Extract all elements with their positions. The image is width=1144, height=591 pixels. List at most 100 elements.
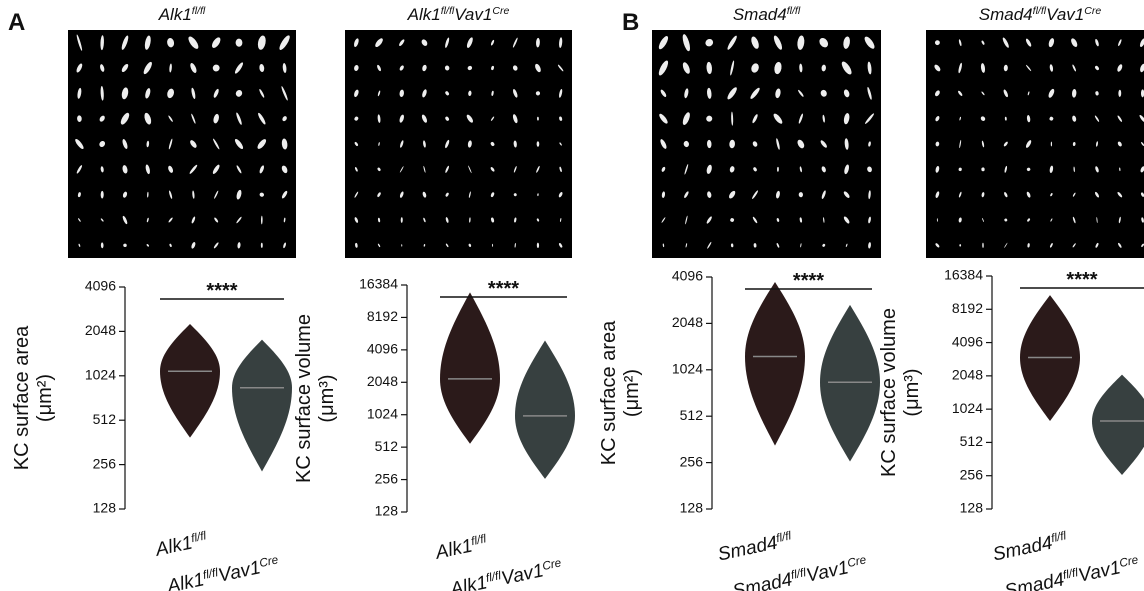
cell-thumbnail — [1072, 216, 1076, 224]
cell-thumbnail — [282, 116, 287, 122]
cell-thumbnail — [1139, 114, 1144, 123]
cell-thumbnail — [491, 217, 495, 223]
cell-thumbnail — [776, 138, 780, 150]
cell-thumbnail — [190, 63, 197, 73]
label-part: Alk1 — [407, 5, 441, 24]
cell-thumbnail — [422, 191, 427, 198]
cell-thumbnail — [773, 113, 783, 124]
significance-label: **** — [793, 270, 824, 292]
label-part: Vav1 — [1076, 557, 1122, 586]
cell-thumbnail — [212, 64, 220, 72]
cell-thumbnail — [512, 37, 518, 48]
cell-thumbnail — [513, 140, 517, 148]
cell-thumbnail — [279, 35, 290, 50]
cell-thumbnail — [400, 217, 403, 223]
cell-thumbnail — [1004, 242, 1008, 248]
cell-thumbnail — [797, 35, 805, 50]
cell-thumbnail — [146, 217, 149, 223]
cell-thumbnail — [1094, 191, 1100, 198]
cell-thumbnail — [122, 191, 128, 198]
label-part: Alk1 — [158, 5, 192, 24]
cell-thumbnail — [490, 39, 495, 46]
cell-thumbnail — [189, 164, 198, 174]
label-part: Vav1 — [499, 560, 545, 589]
cell-thumbnail — [421, 114, 428, 123]
cell-thumbnail — [281, 138, 288, 150]
cell-thumbnail — [423, 244, 426, 247]
cell-thumbnail — [706, 164, 712, 174]
cell-thumbnail — [731, 111, 734, 126]
x-tick-label: Alk1fl/fl — [433, 532, 490, 564]
y-tick-label: 8192 — [952, 300, 983, 316]
y-tick-label: 2048 — [85, 322, 116, 338]
cell-thumbnail — [1096, 141, 1098, 147]
cell-thumbnail — [466, 37, 473, 48]
cell-thumbnail — [935, 243, 940, 248]
cell-thumbnail — [1118, 89, 1122, 97]
cell-thumbnail — [377, 167, 381, 172]
cell-thumbnail — [868, 242, 871, 249]
cell-thumbnail — [445, 116, 450, 121]
cell-thumbnail — [422, 64, 427, 72]
cell-thumbnail — [1072, 243, 1076, 248]
swarm — [745, 282, 805, 446]
cell-thumbnail — [354, 217, 359, 223]
label-part: Smad4 — [991, 532, 1054, 565]
cell-thumbnail — [258, 112, 266, 125]
cell-thumbnail — [354, 191, 359, 198]
cell-thumbnail — [1095, 242, 1099, 248]
cell-thumbnail — [100, 218, 104, 222]
cell-thumbnail — [557, 64, 564, 72]
cell-thumbnail — [445, 243, 449, 248]
cell-thumbnail — [1095, 65, 1099, 71]
y-tick-label: 512 — [93, 411, 117, 427]
cell-thumbnail — [777, 166, 779, 172]
cell-thumbnail — [423, 217, 426, 223]
cell-thumbnail — [536, 141, 540, 147]
superscript: fl/fl — [787, 5, 801, 17]
cell-thumbnail — [513, 89, 518, 98]
image-title: Alk1fl/flVav1Cre — [407, 5, 510, 24]
image-title: Smad4fl/fl — [733, 5, 801, 24]
y-tick-label: 256 — [960, 466, 984, 482]
cell-thumbnail — [773, 35, 783, 50]
cell-thumbnail — [514, 217, 517, 223]
cell-thumbnail — [100, 166, 104, 173]
cell-thumbnail — [730, 60, 735, 76]
cell-thumbnail — [445, 37, 450, 48]
cell-thumbnail — [445, 217, 449, 223]
cell-thumbnail — [1141, 243, 1144, 248]
y-tick-label: 1024 — [672, 361, 703, 377]
cell-thumbnail — [1094, 115, 1100, 122]
y-axis-label: (μm³) — [901, 368, 923, 416]
cell-thumbnail — [1050, 141, 1053, 147]
cell-thumbnail — [235, 89, 243, 97]
cell-thumbnail — [378, 142, 380, 146]
cell-thumbnail — [1141, 142, 1144, 146]
cell-thumbnail — [146, 140, 150, 148]
cell-thumbnail — [1025, 64, 1032, 72]
swarm — [160, 323, 220, 438]
cell-thumbnail — [214, 217, 219, 223]
cell-thumbnail — [706, 216, 712, 224]
cell-thumbnail — [841, 61, 852, 75]
superscript: Cre — [492, 5, 509, 17]
label-part: Alk1 — [165, 569, 207, 591]
cell-thumbnail — [1072, 141, 1076, 147]
cell-thumbnail — [845, 243, 848, 248]
cell-thumbnail — [1004, 165, 1008, 173]
cell-thumbnail — [1025, 38, 1032, 47]
cell-thumbnail — [981, 91, 985, 96]
cell-thumbnail — [536, 165, 540, 173]
cell-thumbnail — [100, 35, 104, 51]
panel-letter: A — [8, 9, 25, 36]
y-tick-label: 256 — [93, 455, 117, 471]
cell-thumbnail — [490, 192, 495, 198]
y-tick-label: 4096 — [952, 333, 983, 349]
y-axis-label: KC surface volume — [878, 308, 900, 477]
cell-thumbnail — [798, 113, 803, 124]
cell-thumbnail — [1002, 37, 1009, 48]
cell-thumbnail — [377, 114, 381, 123]
cell-thumbnail — [513, 193, 517, 197]
cell-thumbnail — [191, 113, 196, 124]
